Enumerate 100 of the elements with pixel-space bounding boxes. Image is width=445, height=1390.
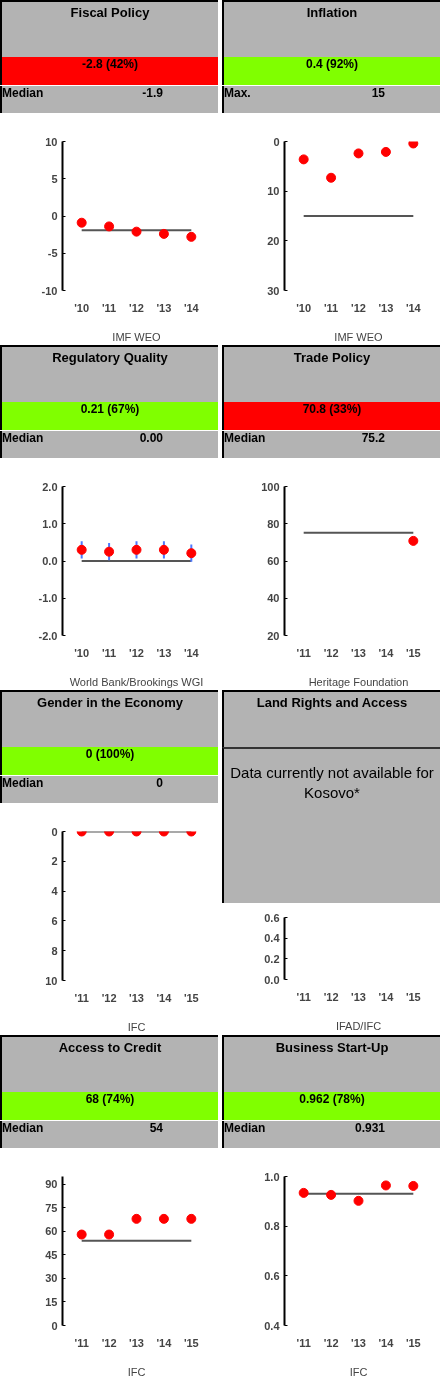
y-tick-label: 45: [45, 1248, 58, 1261]
chart-title: Trade Policy: [222, 345, 440, 402]
y-tick-label: 100: [261, 480, 280, 493]
x-tick-label: '14: [378, 990, 395, 1003]
y-tick-label: 40: [267, 592, 280, 605]
y-tick-label: -2.0: [38, 629, 58, 642]
x-tick-label: '14: [156, 991, 173, 1004]
x-tick-label: '11: [101, 646, 117, 659]
chart-title: Fiscal Policy: [0, 0, 218, 57]
x-tick-label: '14: [156, 1336, 173, 1349]
y-tick-label: 80: [267, 517, 280, 530]
y-tick-label: 0.6: [264, 911, 280, 924]
text: IFAD/IFC: [335, 1019, 382, 1032]
y-tick-label: 0.8: [264, 1220, 280, 1233]
text: Max.: [224, 86, 251, 102]
x-tick-label: '14: [405, 301, 422, 314]
x-tick-label: '15: [183, 1336, 199, 1349]
text: 0.00: [139, 431, 163, 447]
text: Median: [2, 431, 44, 447]
x-tick-label: '13: [156, 301, 172, 314]
chart-title: Land Rights and Access: [222, 690, 440, 747]
y-tick-label: -1.0: [38, 592, 58, 605]
x-tick-label: '15: [405, 990, 421, 1003]
text: IFC: [127, 1020, 146, 1033]
y-tick-label: 0.0: [264, 973, 280, 986]
y-tick-label: 0.0: [42, 555, 58, 567]
text: 54: [149, 1121, 163, 1137]
y-tick-label: 1.0: [264, 1170, 280, 1183]
chart-subtitle: -2.8 (42%): [0, 57, 218, 85]
y-tick-label: 20: [267, 234, 280, 247]
chart-subtitle: 70.8 (33%): [222, 402, 440, 430]
text: World Bank/Brookings WGI: [69, 675, 204, 688]
x-tick-label: '12: [351, 301, 366, 314]
text: 0: [156, 776, 163, 792]
x-tick-label: '13: [351, 990, 366, 1003]
x-tick-label: '10: [74, 301, 90, 314]
y-tick-label: 1.0: [42, 517, 58, 530]
x-tick-label: '11: [323, 301, 339, 314]
y-tick-label: 30: [45, 1272, 58, 1285]
y-tick-label: 0.2: [264, 952, 280, 965]
x-tick-label: '13: [351, 646, 366, 659]
y-tick-label: 60: [45, 1225, 58, 1238]
y-tick-label: -10: [41, 284, 58, 297]
chart-title: Gender in the Economy: [0, 690, 218, 747]
y-tick-label: 0.6: [264, 1269, 280, 1282]
y-tick-label: 4: [51, 885, 59, 898]
y-tick-label: -5: [47, 247, 58, 260]
text: 0.931: [354, 1121, 385, 1137]
text: IFC: [127, 1365, 146, 1378]
chart-subtitle: 0.21 (67%): [0, 402, 218, 430]
x-tick-label: '11: [296, 646, 311, 659]
text: IMF WEO: [334, 330, 384, 343]
x-tick-label: '12: [323, 646, 339, 659]
x-tick-label: '13: [351, 1336, 366, 1349]
text: Median: [224, 431, 266, 447]
text: Median: [2, 776, 44, 792]
text: -1.9: [142, 86, 163, 102]
text: IMF WEO: [112, 330, 162, 343]
text: IFC: [349, 1365, 368, 1378]
y-tick-label: 0.4: [264, 1319, 281, 1332]
text: Data currently not available for Kosovo*: [222, 747, 440, 903]
text: Median: [224, 1121, 266, 1137]
text: Median: [2, 86, 44, 102]
y-tick-label: 0: [51, 825, 58, 838]
x-tick-label: '10: [74, 646, 90, 659]
chart-title: Regulatory Quality: [0, 345, 218, 402]
x-tick-label: '11: [296, 990, 311, 1003]
y-tick-label: 0.4: [264, 932, 281, 945]
x-tick-label: '13: [378, 301, 394, 314]
x-tick-label: '12: [129, 301, 144, 314]
chart-subtitle: 0 (100%): [0, 747, 218, 775]
x-tick-label: '11: [101, 301, 117, 314]
y-tick-label: 20: [267, 629, 280, 642]
chart-subtitle: 0.4 (92%): [222, 57, 440, 85]
x-tick-label: '13: [156, 646, 172, 659]
x-tick-label: '12: [323, 990, 339, 1003]
x-tick-label: '15: [405, 1336, 421, 1349]
y-tick-label: 10: [267, 185, 280, 198]
text: Median: [2, 1121, 44, 1137]
x-tick-label: '12: [101, 991, 117, 1004]
x-tick-label: '13: [129, 1336, 144, 1349]
x-tick-label: '14: [183, 646, 200, 659]
y-tick-label: 6: [51, 914, 58, 927]
y-tick-label: 2.0: [42, 480, 58, 493]
x-tick-label: '11: [296, 1336, 311, 1349]
y-tick-label: 0: [51, 210, 58, 222]
x-tick-label: '12: [101, 1336, 117, 1349]
y-tick-label: 15: [45, 1295, 58, 1308]
chart-subtitle: 68 (74%): [0, 1092, 218, 1120]
x-tick-label: '12: [323, 1336, 339, 1349]
x-tick-label: '11: [74, 991, 89, 1004]
text: Heritage Foundation: [308, 675, 409, 688]
x-tick-label: '14: [378, 646, 395, 659]
text: 75.2: [361, 431, 385, 447]
x-tick-label: '14: [183, 301, 200, 314]
chart-title: Business Start-Up: [222, 1035, 440, 1092]
x-tick-label: '11: [74, 1336, 89, 1349]
chart-title: Access to Credit: [0, 1035, 218, 1092]
chart-subtitle: 0.962 (78%): [222, 1092, 440, 1120]
y-tick-label: 10: [45, 135, 58, 148]
